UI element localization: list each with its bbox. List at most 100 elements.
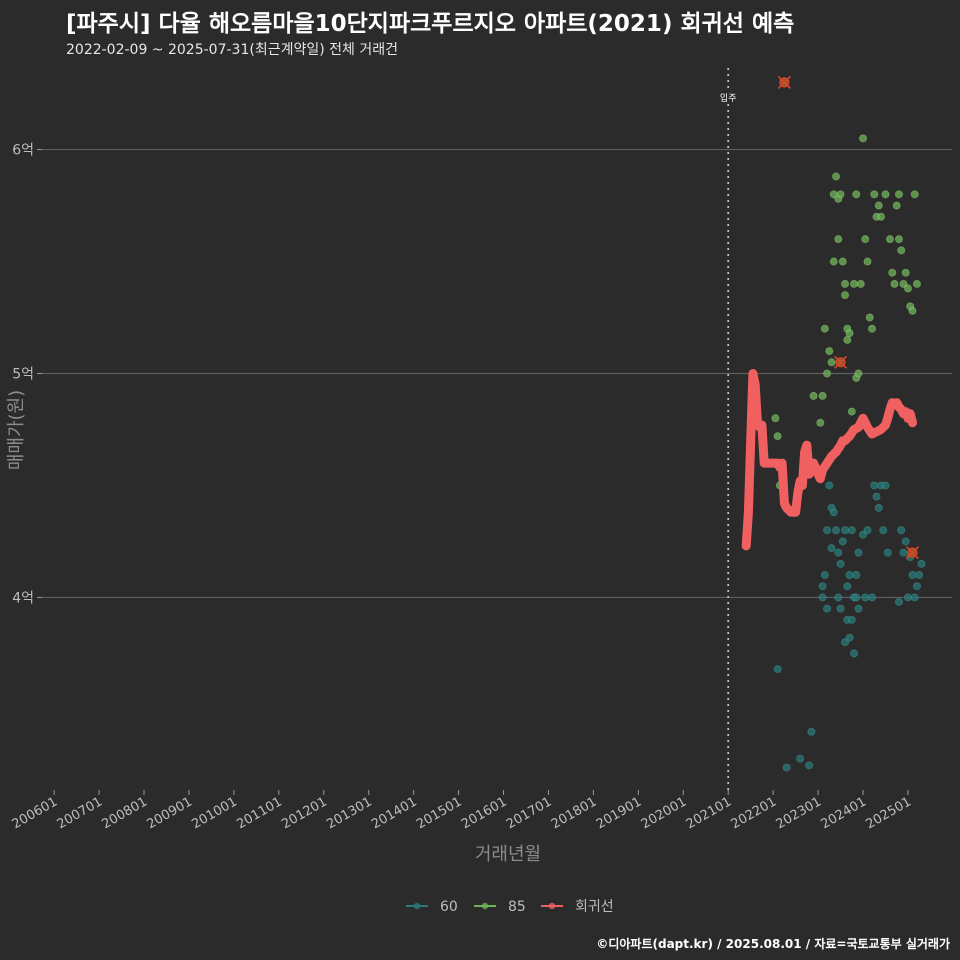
x-tick-label: 201601 — [459, 794, 509, 832]
point-60 — [854, 604, 863, 613]
scatter-points — [771, 134, 926, 772]
point-85 — [816, 418, 825, 427]
point-85 — [868, 324, 877, 333]
point-60 — [843, 582, 852, 591]
x-tick-label: 200601 — [10, 794, 60, 832]
point-60 — [834, 593, 843, 602]
point-85 — [823, 369, 832, 378]
point-85 — [894, 235, 903, 244]
point-60 — [912, 582, 921, 591]
move-in-label: 입주 — [720, 92, 737, 104]
x-tick-label: 201901 — [594, 794, 644, 832]
x-tick-label: 201101 — [234, 794, 284, 832]
x-tick-label: 200801 — [100, 794, 150, 832]
point-60 — [796, 754, 805, 763]
x-tick-label: 202301 — [774, 794, 824, 832]
grid-lines — [42, 148, 952, 599]
point-60 — [870, 481, 879, 490]
point-85 — [827, 358, 836, 367]
regression-path — [741, 369, 917, 551]
highlight-markers — [777, 75, 920, 560]
point-85 — [854, 369, 863, 378]
point-85 — [809, 391, 818, 400]
point-85 — [818, 391, 827, 400]
point-60 — [901, 537, 910, 546]
legend-label: 회귀선 — [575, 899, 614, 915]
x-axis-title: 거래년월 — [475, 844, 541, 865]
point-85 — [894, 190, 903, 199]
point-60 — [863, 526, 872, 535]
point-60 — [823, 526, 832, 535]
point-85 — [859, 134, 868, 143]
point-60 — [899, 548, 908, 557]
x-tick-label: 202201 — [729, 794, 779, 832]
chart-subtitle: 2022-02-09 ~ 2025-07-31(최근계약일) 전체 거래건 — [66, 42, 398, 58]
x-axis-ticks: 2006012007012008012009012010012011012012… — [10, 790, 914, 832]
point-60 — [829, 508, 838, 517]
point-60 — [832, 526, 841, 535]
legend-key-point — [548, 902, 556, 910]
point-85 — [861, 235, 870, 244]
y-axis-title: 매매가(원) — [6, 390, 27, 470]
point-85 — [912, 279, 921, 288]
x-tick-label: 200901 — [144, 794, 194, 832]
point-85 — [876, 212, 885, 221]
point-85 — [908, 306, 917, 315]
legend-label: 85 — [508, 899, 526, 915]
highlight-x-mark — [833, 355, 848, 369]
chart-title: [파주시] 다율 해오름마을10단지파크푸르지오 아파트(2021) 회귀선 예… — [66, 11, 795, 37]
legend-key-point — [413, 902, 421, 910]
legend-label: 60 — [440, 899, 458, 915]
x-tick-label: 201801 — [549, 794, 599, 832]
point-85 — [847, 407, 856, 416]
point-60 — [894, 597, 903, 606]
y-tick-label: 4억 — [12, 590, 34, 606]
source-caption: ©디아파트(dapt.kr) / 2025.08.01 / 자료=국토교통부 실… — [596, 937, 950, 951]
point-60 — [820, 571, 829, 580]
point-60 — [805, 761, 814, 770]
point-85 — [874, 201, 883, 210]
point-85 — [888, 268, 897, 277]
point-85 — [892, 201, 901, 210]
point-60 — [847, 526, 856, 535]
point-60 — [841, 526, 850, 535]
x-tick-label: 201301 — [324, 794, 374, 832]
point-85 — [829, 257, 838, 266]
point-85 — [881, 190, 890, 199]
point-60 — [908, 571, 917, 580]
point-60 — [850, 649, 859, 658]
point-85 — [863, 257, 872, 266]
x-tick-label: 202001 — [639, 794, 689, 832]
move-in-marker: 입주 — [718, 68, 738, 790]
y-tick-label: 5억 — [12, 366, 34, 382]
point-85 — [897, 246, 906, 255]
point-85 — [901, 268, 910, 277]
point-60 — [825, 481, 834, 490]
point-60 — [838, 537, 847, 546]
point-60 — [836, 559, 845, 568]
point-60 — [868, 593, 877, 602]
point-85 — [834, 235, 843, 244]
point-60 — [881, 481, 890, 490]
point-85 — [820, 324, 829, 333]
point-60 — [861, 593, 870, 602]
point-85 — [841, 291, 850, 300]
point-60 — [874, 503, 883, 512]
point-60 — [818, 582, 827, 591]
point-85 — [773, 432, 782, 441]
point-85 — [845, 329, 854, 338]
highlight-x-mark — [777, 75, 791, 89]
point-85 — [841, 279, 850, 288]
point-60 — [897, 526, 906, 535]
point-85 — [910, 190, 919, 199]
point-60 — [773, 665, 782, 674]
point-85 — [903, 284, 912, 293]
point-60 — [854, 548, 863, 557]
x-tick-label: 201001 — [189, 794, 239, 832]
point-60 — [847, 615, 856, 624]
point-60 — [872, 492, 881, 501]
legend-key-point — [481, 902, 489, 910]
point-60 — [852, 593, 861, 602]
x-tick-label: 202401 — [819, 794, 869, 832]
point-85 — [843, 335, 852, 344]
